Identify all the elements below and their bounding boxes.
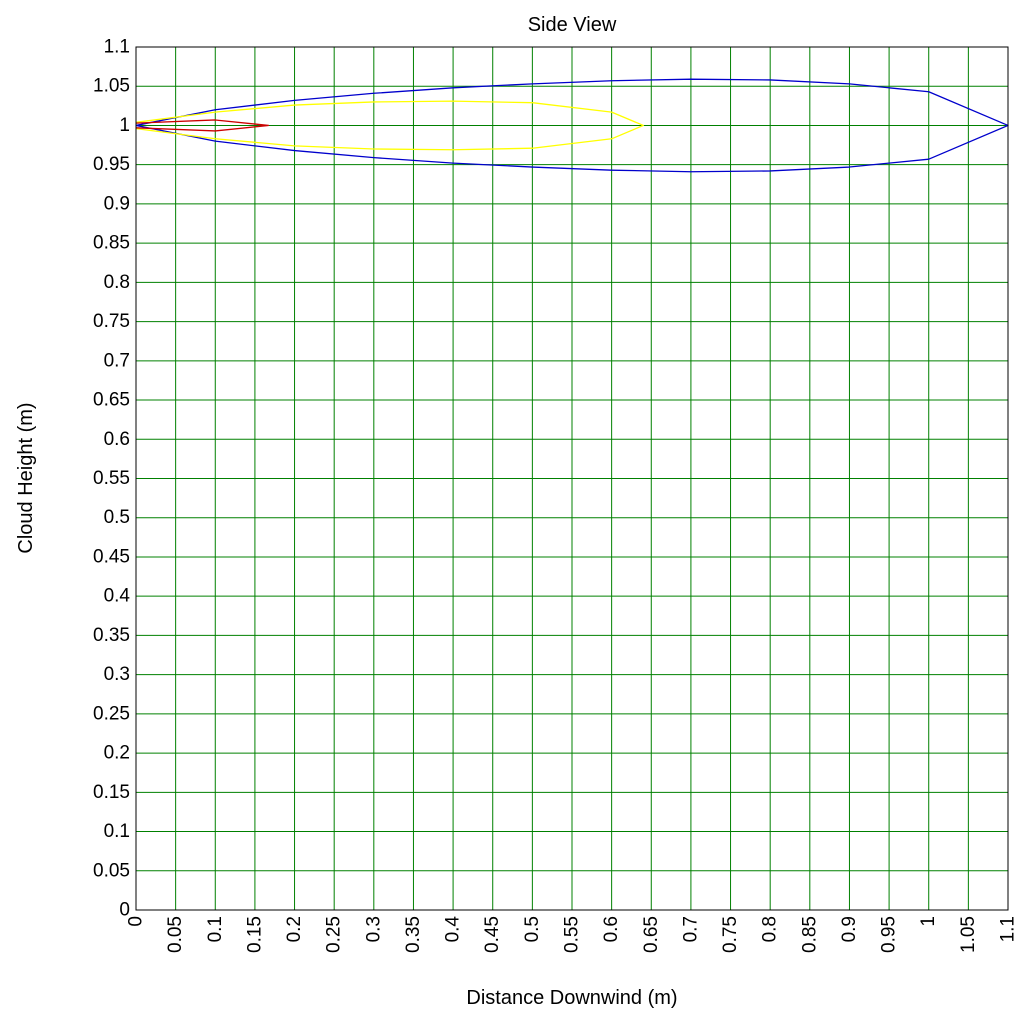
y-tick-label: 0.3 xyxy=(104,664,130,685)
y-tick-label: 0.65 xyxy=(93,390,130,411)
x-tick-label: 0.15 xyxy=(244,916,265,953)
y-tick-label: 0.35 xyxy=(93,625,130,646)
plot-frame xyxy=(135,46,1009,911)
y-tick-label: 0.9 xyxy=(104,193,130,214)
series-line-3 xyxy=(135,119,270,132)
x-tick-label: 0.6 xyxy=(601,916,622,942)
y-tick-label: 0.5 xyxy=(104,507,130,528)
x-tick-label: 0.85 xyxy=(799,916,820,953)
x-tick-label: 0 xyxy=(126,916,147,927)
x-tick-labels: 0 0.05 0.1 0.15 0.2 0.25 0.3 0.35 0.4 0.45 0.5 0.55… xyxy=(126,916,1019,953)
x-tick-label: 0.45 xyxy=(482,916,503,953)
y-tick-label: 0.55 xyxy=(93,468,130,489)
x-tick-label: 0.7 xyxy=(680,916,701,942)
y-tick-label: 0.6 xyxy=(104,429,130,450)
x-tick-label: 0.3 xyxy=(363,916,384,942)
x-tick-label: 0.95 xyxy=(879,916,900,953)
y-tick-label: 1.1 xyxy=(104,37,130,58)
x-tick-label: 0.1 xyxy=(205,916,226,942)
x-tick-label: 0.75 xyxy=(720,916,741,953)
x-tick-label: 0.2 xyxy=(284,916,305,942)
x-tick-label: 0.05 xyxy=(165,916,186,953)
y-tick-label: 1 xyxy=(119,115,130,136)
y-tick-label: 0.15 xyxy=(93,782,130,803)
x-tick-label: 0.25 xyxy=(324,916,345,953)
chart-title: Side View xyxy=(528,14,617,36)
series-line-2 xyxy=(135,100,644,151)
x-tick-label: 1 xyxy=(918,916,939,927)
x-tick-label: 1.05 xyxy=(958,916,979,953)
y-tick-label: 0 xyxy=(119,900,130,921)
x-tick-label: 0.9 xyxy=(839,916,860,942)
y-tick-label: 0.95 xyxy=(93,154,130,175)
x-axis-title: Distance Downwind (m) xyxy=(466,987,677,1009)
y-tick-label: 0.8 xyxy=(104,272,130,293)
y-tick-label: 0.4 xyxy=(104,586,131,607)
y-tick-label: 0.25 xyxy=(93,703,130,724)
y-tick-label: 0.2 xyxy=(104,743,130,764)
y-axis-title: Cloud Height (m) xyxy=(15,402,37,553)
y-tick-label: 0.05 xyxy=(93,860,130,881)
x-tick-label: 0.8 xyxy=(760,916,781,942)
x-tick-label: 0.5 xyxy=(522,916,543,942)
y-tick-label: 0.75 xyxy=(93,311,130,332)
y-tick-label: 0.85 xyxy=(93,233,130,254)
x-tick-label: 0.55 xyxy=(562,916,583,953)
y-tick-label: 1.05 xyxy=(93,76,130,97)
y-tick-label: 0.7 xyxy=(104,350,130,371)
y-tick-label: 0.1 xyxy=(104,821,130,842)
y-tick-labels: 0 0.05 0.1 0.15 0.2 0.25 0.3 0.35 0.4 0.45 0.5 0.55… xyxy=(93,37,130,921)
y-tick-label: 0.45 xyxy=(93,546,130,567)
x-tick-label: 1.1 xyxy=(998,916,1019,942)
x-tick-label: 0.4 xyxy=(443,916,464,943)
x-tick-label: 0.65 xyxy=(641,916,662,953)
x-tick-label: 0.35 xyxy=(403,916,424,953)
